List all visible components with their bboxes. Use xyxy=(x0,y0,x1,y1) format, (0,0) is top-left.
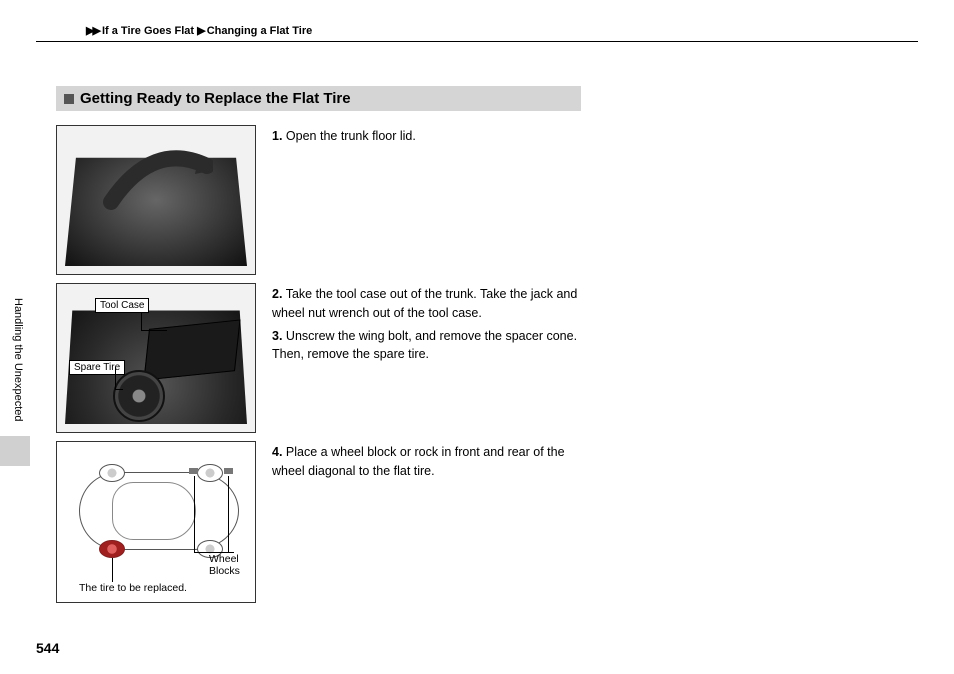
step-4-text: Place a wheel block or rock in front and… xyxy=(272,445,565,478)
breadcrumb-part2: Changing a Flat Tire xyxy=(207,25,313,37)
step-row-3: Wheel Blocks The tire to be replaced. 4.… xyxy=(56,441,581,603)
callout-line-spare-v xyxy=(115,367,116,389)
callout-tool-case: Tool Case xyxy=(95,298,149,313)
car-cabin-outline xyxy=(112,482,196,540)
lbl-line-1 xyxy=(194,476,195,552)
wheel-block-front xyxy=(189,468,198,474)
step-3-num: 3. xyxy=(272,329,282,343)
header-rule xyxy=(36,41,918,42)
wheel-block-rear xyxy=(224,468,233,474)
wheel-front-left xyxy=(99,464,125,482)
step-4-num: 4. xyxy=(272,445,282,459)
figure-trunk-contents: Tool Case Spare Tire xyxy=(56,283,256,433)
step-text-1: 1. Open the trunk floor lid. xyxy=(272,125,416,275)
step-3-text: Unscrew the wing bolt, and remove the sp… xyxy=(272,329,577,362)
step-row-1: 1. Open the trunk floor lid. xyxy=(56,125,581,275)
step-text-4: 4. Place a wheel block or rock in front … xyxy=(272,441,581,603)
step-row-2: Tool Case Spare Tire 2. Take the tool ca… xyxy=(56,283,581,433)
lbl-line-tire xyxy=(112,558,113,582)
page-number: 544 xyxy=(36,640,59,656)
figure-trunk-open xyxy=(56,125,256,275)
breadcrumb-sep: ▶ xyxy=(197,25,203,37)
section-title: Getting Ready to Replace the Flat Tire xyxy=(80,90,351,107)
breadcrumb: ▶▶ If a Tire Goes Flat ▶ Changing a Flat… xyxy=(86,24,918,37)
step-1-num: 1. xyxy=(272,129,282,143)
lbl-line-2 xyxy=(228,476,229,552)
breadcrumb-part1: If a Tire Goes Flat xyxy=(102,25,194,37)
lid-motion-arrow-icon xyxy=(103,144,213,214)
step-2-num: 2. xyxy=(272,287,282,301)
tool-case-shape xyxy=(143,319,240,380)
callout-line-spare-h xyxy=(115,389,123,390)
callout-line-toolcase-h xyxy=(141,330,167,331)
section-bullet-icon xyxy=(64,94,74,104)
spare-tire-shape xyxy=(113,370,165,422)
wheel-front-right xyxy=(197,464,223,482)
label-tire-replace: The tire to be replaced. xyxy=(79,582,187,594)
step-text-2-3: 2. Take the tool case out of the trunk. … xyxy=(272,283,581,433)
callout-line-toolcase xyxy=(141,312,142,330)
callout-spare-tire: Spare Tire xyxy=(69,360,125,375)
step-2-text: Take the tool case out of the trunk. Tak… xyxy=(272,287,577,320)
breadcrumb-arrow: ▶▶ xyxy=(86,25,99,37)
side-thumb-tab xyxy=(0,436,30,466)
section-header: Getting Ready to Replace the Flat Tire xyxy=(56,86,581,111)
main-content: Getting Ready to Replace the Flat Tire 1… xyxy=(56,86,581,603)
step-1-text: Open the trunk floor lid. xyxy=(286,129,416,143)
wheel-rear-left-flat xyxy=(99,540,125,558)
label-wheel-blocks: Wheel Blocks xyxy=(209,554,240,577)
figure-wheel-blocks: Wheel Blocks The tire to be replaced. xyxy=(56,441,256,603)
side-section-label: Handling the Unexpected xyxy=(12,298,24,422)
